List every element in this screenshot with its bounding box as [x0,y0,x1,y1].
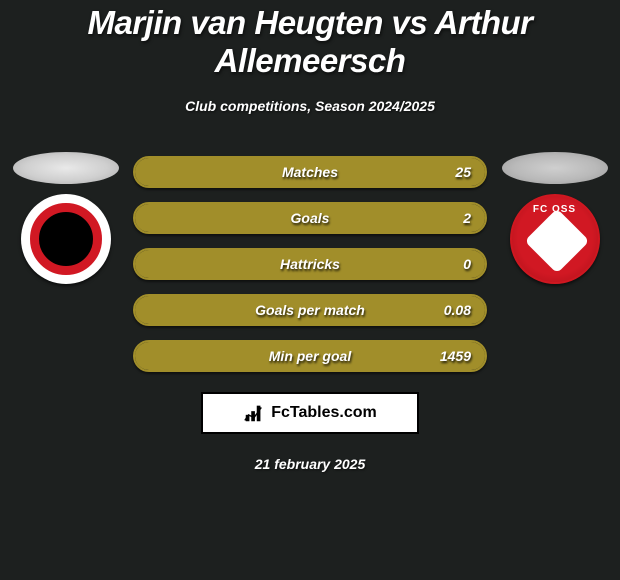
stat-value: 2 [463,210,471,226]
club-left-logo-inner [30,203,102,275]
player-right-placeholder [502,152,608,184]
club-right-shield [524,208,589,273]
stat-bar-min-per-goal: Min per goal 1459 [133,340,487,372]
player-right-column: FC OSS [497,156,612,284]
brand-label: FcTables.com [271,404,377,422]
date-label: 21 february 2025 [0,456,620,472]
stat-value: 25 [455,164,471,180]
club-right-logo: FC OSS [510,194,600,284]
brand-box[interactable]: FcTables.com [201,392,419,434]
stat-label: Goals [291,210,330,226]
stat-bar-goals: Goals 2 [133,202,487,234]
stat-label: Goals per match [255,302,365,318]
stat-bar-hattricks: Hattricks 0 [133,248,487,280]
stat-value: 0 [463,256,471,272]
stat-bar-matches: Matches 25 [133,156,487,188]
comparison-card: Marjin van Heugten vs Arthur Allemeersch… [0,0,620,472]
club-left-logo [21,194,111,284]
stat-bars: Matches 25 Goals 2 Hattricks 0 Goals per… [123,156,497,372]
player-left-column [8,156,123,284]
stat-bar-goals-per-match: Goals per match 0.08 [133,294,487,326]
bar-chart-icon [243,402,265,424]
stat-label: Min per goal [269,348,351,364]
main-row: Matches 25 Goals 2 Hattricks 0 Goals per… [0,156,620,372]
stat-label: Matches [282,164,338,180]
page-title: Marjin van Heugten vs Arthur Allemeersch [0,4,620,98]
subtitle: Club competitions, Season 2024/2025 [0,98,620,114]
stat-value: 1459 [440,348,471,364]
stat-label: Hattricks [280,256,340,272]
player-left-placeholder [13,152,119,184]
stat-value: 0.08 [444,302,471,318]
